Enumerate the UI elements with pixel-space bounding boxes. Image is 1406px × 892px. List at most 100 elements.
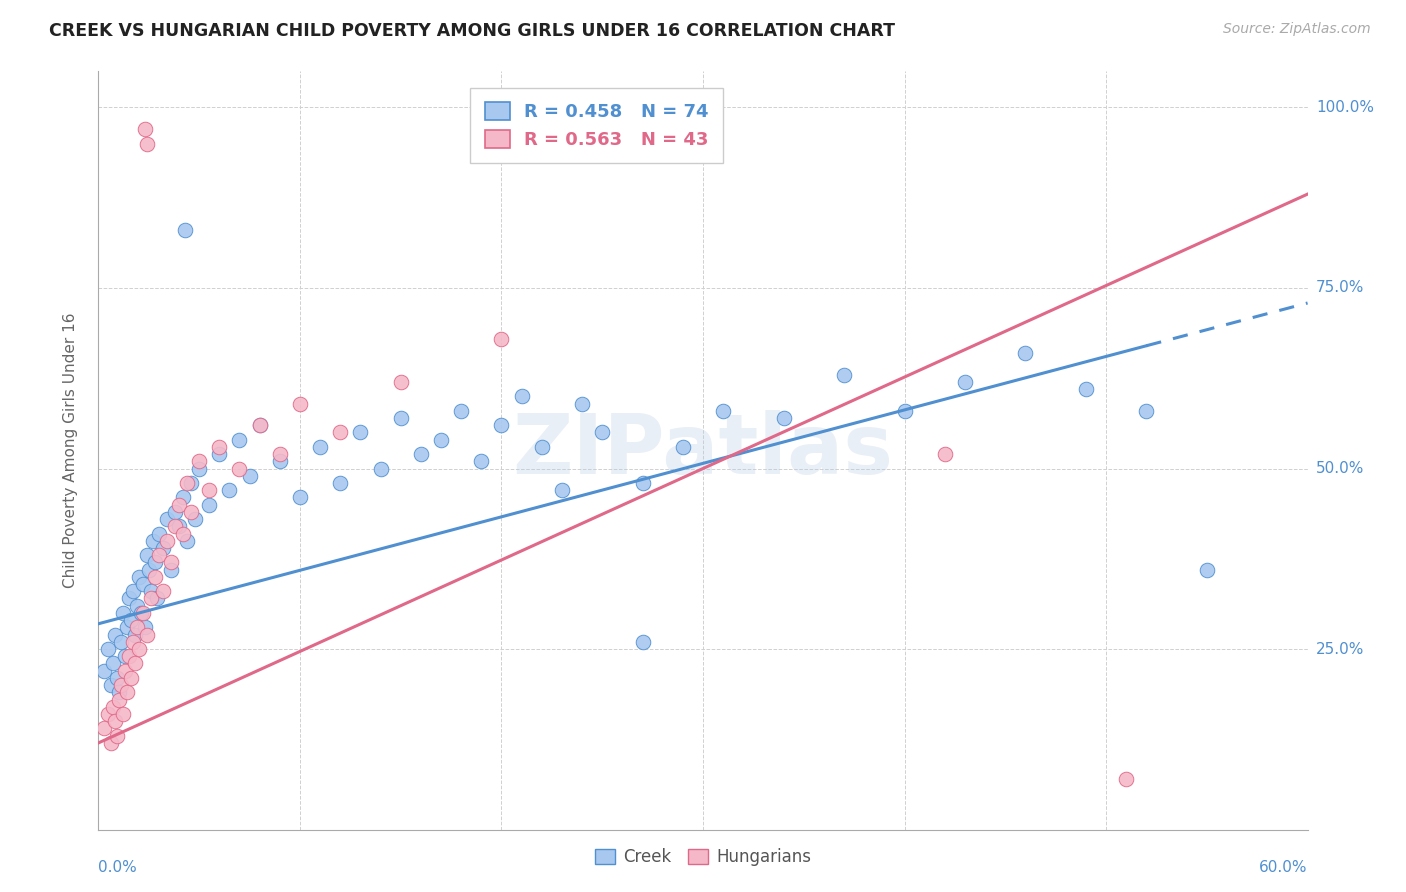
Point <box>100 678 122 692</box>
Point <box>124 627 146 641</box>
Point <box>134 122 156 136</box>
Text: 75.0%: 75.0% <box>1316 280 1364 295</box>
Point <box>167 519 190 533</box>
Point <box>389 375 412 389</box>
Point <box>139 584 162 599</box>
Point <box>167 498 190 512</box>
Point <box>110 678 132 692</box>
Point <box>121 584 143 599</box>
Point <box>138 563 160 577</box>
Point <box>329 425 352 440</box>
Point <box>309 440 332 454</box>
Point <box>103 714 125 729</box>
Point <box>134 620 156 634</box>
Point <box>370 461 392 475</box>
Text: 25.0%: 25.0% <box>1316 641 1364 657</box>
Point <box>111 606 134 620</box>
Point <box>156 533 179 548</box>
Text: 100.0%: 100.0% <box>1316 100 1374 115</box>
Text: Source: ZipAtlas.com: Source: ZipAtlas.com <box>1223 22 1371 37</box>
Point <box>228 461 250 475</box>
Point <box>125 620 148 634</box>
Point <box>101 699 124 714</box>
Point <box>132 606 155 620</box>
Point <box>249 418 271 433</box>
Point <box>163 505 186 519</box>
Point <box>470 454 492 468</box>
Point <box>156 512 179 526</box>
Point <box>128 570 150 584</box>
Point <box>934 447 956 461</box>
Point <box>450 403 472 417</box>
Point <box>129 606 152 620</box>
Point <box>93 722 115 736</box>
Point <box>114 649 136 664</box>
Point <box>101 657 124 671</box>
Point <box>389 411 412 425</box>
Point <box>105 671 128 685</box>
Point <box>142 533 165 548</box>
Point <box>174 223 197 237</box>
Point <box>176 533 198 548</box>
Point <box>510 389 533 403</box>
Point <box>198 498 221 512</box>
Point <box>208 440 231 454</box>
Point <box>430 433 453 447</box>
Point <box>120 671 142 685</box>
Point <box>115 620 138 634</box>
Point <box>103 627 125 641</box>
Point <box>1074 382 1097 396</box>
Point <box>115 685 138 699</box>
Point <box>491 418 513 433</box>
Point <box>132 577 155 591</box>
Point <box>152 541 174 555</box>
Point <box>672 440 695 454</box>
Point <box>409 447 432 461</box>
Point <box>172 491 194 505</box>
Point <box>711 403 734 417</box>
Point <box>146 591 169 606</box>
Point <box>591 425 613 440</box>
Text: ZIPatlas: ZIPatlas <box>513 410 893 491</box>
Point <box>180 475 202 490</box>
Point <box>105 729 128 743</box>
Point <box>143 555 166 569</box>
Point <box>110 635 132 649</box>
Point <box>228 433 250 447</box>
Point <box>491 332 513 346</box>
Point <box>571 396 593 410</box>
Legend: R = 0.458   N = 74, R = 0.563   N = 43: R = 0.458 N = 74, R = 0.563 N = 43 <box>470 88 723 163</box>
Point <box>107 692 129 706</box>
Point <box>832 368 855 382</box>
Point <box>135 627 157 641</box>
Text: 0.0%: 0.0% <box>98 860 138 875</box>
Point <box>551 483 574 498</box>
Point <box>198 483 221 498</box>
Point <box>631 475 654 490</box>
Point <box>107 685 129 699</box>
Point <box>143 570 166 584</box>
Point <box>269 447 291 461</box>
Point <box>188 461 211 475</box>
Point <box>160 563 183 577</box>
Point <box>120 613 142 627</box>
Point <box>125 599 148 613</box>
Point <box>128 642 150 657</box>
Y-axis label: Child Poverty Among Girls Under 16: Child Poverty Among Girls Under 16 <box>63 313 77 588</box>
Point <box>1135 403 1157 417</box>
Point <box>349 425 371 440</box>
Point <box>288 396 311 410</box>
Point <box>148 526 170 541</box>
Point <box>184 512 207 526</box>
Point <box>152 584 174 599</box>
Point <box>135 548 157 562</box>
Point <box>160 555 183 569</box>
Point <box>100 736 122 750</box>
Point <box>114 664 136 678</box>
Point <box>148 548 170 562</box>
Point <box>1014 346 1036 360</box>
Point <box>118 649 141 664</box>
Point <box>249 418 271 433</box>
Point <box>269 454 291 468</box>
Point <box>208 447 231 461</box>
